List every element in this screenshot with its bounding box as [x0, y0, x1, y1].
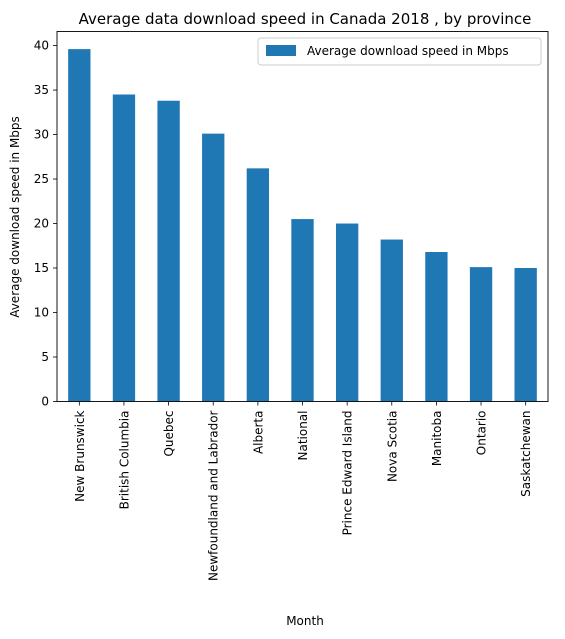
x-tick-label: British Columbia [117, 411, 131, 510]
x-tick-label: National [296, 411, 310, 461]
legend-label: Average download speed in Mbps [307, 44, 509, 58]
bars-group [68, 49, 537, 402]
x-tick-label: Ontario [475, 411, 489, 456]
chart-title: Average data download speed in Canada 20… [79, 10, 532, 28]
y-tick-label: 0 [41, 395, 49, 409]
bar [335, 223, 359, 402]
bar [514, 268, 537, 402]
y-tick-label: 10 [34, 306, 49, 320]
legend-swatch [266, 45, 296, 56]
bar [425, 252, 448, 402]
y-tick-label: 5 [41, 350, 49, 364]
y-tick-label: 15 [34, 261, 49, 275]
x-tick-label: Manitoba [430, 411, 444, 467]
x-tick-label: Quebec [162, 411, 176, 457]
bar [380, 239, 403, 402]
y-tick-label: 40 [34, 39, 49, 53]
x-axis: New Brunswick British Columbia Quebec Newfo… [73, 401, 533, 581]
y-axis: 0 5 10 15 20 25 30 35 40 [34, 39, 57, 409]
x-tick-label: New Brunswick [73, 410, 87, 501]
legend-frame [257, 37, 542, 66]
y-axis-label: Average download speed in Mbps [8, 116, 22, 318]
x-axis-label: Month [286, 614, 324, 628]
bar [291, 219, 314, 402]
x-tick-label: Nova Scotia [385, 411, 399, 483]
y-tick-label: 35 [34, 83, 49, 97]
legend: Average download speed in Mbps [257, 37, 542, 66]
x-tick-label: Newfoundland and Labrador [207, 410, 221, 581]
x-tick-label: Prince Edward Island [341, 411, 355, 536]
bar [469, 267, 493, 402]
y-tick-label: 20 [34, 217, 49, 231]
x-tick-label: Saskatchewan [519, 411, 533, 497]
bar [157, 100, 180, 402]
bar [68, 49, 91, 402]
y-tick-label: 30 [34, 128, 49, 142]
x-tick-label: Alberta [251, 411, 265, 455]
plot-frame [56, 31, 549, 402]
bar [202, 133, 225, 402]
bar [112, 94, 136, 402]
y-tick-label: 25 [34, 172, 49, 186]
bar [246, 168, 270, 402]
